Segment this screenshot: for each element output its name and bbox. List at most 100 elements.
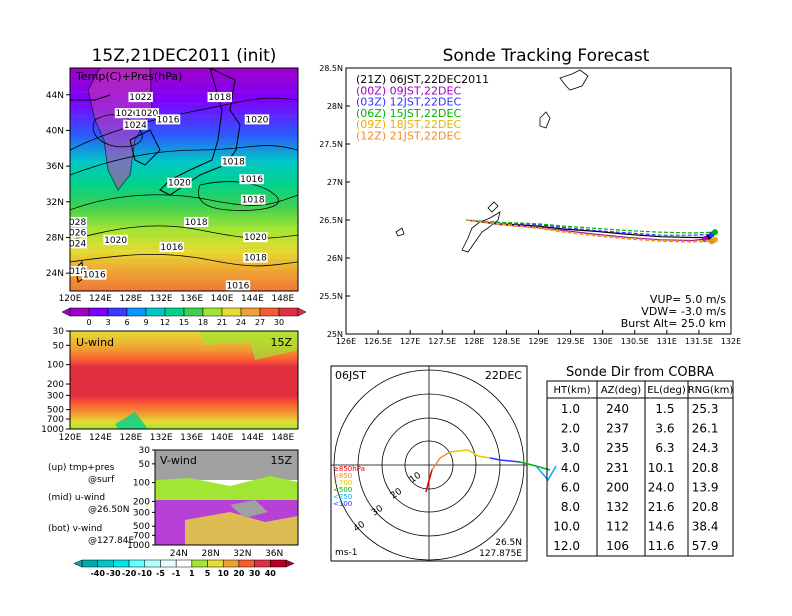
uwind-lon-label: 140E bbox=[211, 433, 234, 443]
table-cell: 106 bbox=[606, 539, 629, 553]
isobar-label: 1020 bbox=[244, 233, 267, 243]
table-row: 6.0 200 24.0 13.9 bbox=[561, 480, 719, 494]
wind-colorbar-label: 10 bbox=[218, 569, 230, 578]
colorbar-label: 30 bbox=[274, 318, 284, 327]
track-x-tick-label: 130.5E bbox=[621, 337, 649, 346]
note-mid-level: @26.50N bbox=[88, 505, 130, 515]
colorbar-label: 9 bbox=[143, 318, 148, 327]
isobar-label-bg bbox=[114, 108, 140, 119]
track-legend: (21Z) 06JST,22DEC2011(00Z) 09JST,22DEC(0… bbox=[356, 73, 489, 143]
wind-colorbar-label: -30 bbox=[106, 569, 121, 578]
colorbar-swatch bbox=[202, 307, 223, 317]
sonde-direction-table: Sonde Dir from COBRA HT(km) AZ(deg) EL(deg… bbox=[546, 365, 734, 557]
table-cell: 20.8 bbox=[692, 461, 719, 475]
isobar-label: 1020 bbox=[135, 109, 158, 119]
isobar-labels: 1022 101810261020101610241020101810161020… bbox=[68, 92, 270, 291]
table-row: 2.0 237 3.6 26.1 bbox=[561, 422, 719, 436]
table-cell: 6.0 bbox=[561, 480, 580, 494]
uwind-lon-ticks: 120E 124E 128E 132E 136E 140E 144E 148E bbox=[59, 433, 295, 443]
table-cell: 240 bbox=[606, 402, 629, 416]
map-lon-tick-label: 144E bbox=[241, 294, 264, 304]
track-x-tick-label: 127E bbox=[400, 337, 420, 346]
vwind-region-upper bbox=[155, 450, 298, 480]
vwind-lat-label: 36N bbox=[265, 549, 283, 559]
uwind-lon-label: 136E bbox=[180, 433, 203, 443]
table-cell: 10.0 bbox=[553, 520, 580, 534]
map-frame bbox=[69, 67, 299, 292]
isobar-label: 1022 bbox=[129, 93, 152, 103]
table-row: 4.0 231 10.1 20.8 bbox=[561, 461, 719, 475]
isobar-label: 028 bbox=[69, 218, 86, 228]
colorbar-swatch bbox=[221, 307, 242, 317]
polar-legend-entry: <100 bbox=[333, 500, 352, 508]
map-lat-tick-label: 32N bbox=[46, 198, 64, 208]
vwind-pressure-label: 200 bbox=[133, 497, 150, 507]
wind-colorbar-label: 30 bbox=[249, 569, 261, 578]
colorbar-swatch bbox=[183, 307, 204, 317]
table-cell: 10.1 bbox=[648, 461, 675, 475]
isobar-label: 1016 bbox=[240, 175, 263, 185]
vwind-time: 15Z bbox=[270, 454, 292, 467]
isobar-label-bg bbox=[207, 92, 232, 103]
map-lat-tick-label: 36N bbox=[46, 162, 64, 172]
isobar-label: 1016 bbox=[160, 243, 183, 253]
table-cell: 3.0 bbox=[561, 441, 580, 455]
table-cell: 20.8 bbox=[692, 500, 719, 514]
wind-colorbar-swatch bbox=[191, 559, 208, 568]
isobar-label: 1018 bbox=[222, 157, 245, 167]
track-y-tick-label: 28.5N bbox=[319, 64, 343, 73]
wind-colorbar-arrow-right bbox=[285, 559, 295, 568]
colorbar-label: 21 bbox=[217, 318, 227, 327]
track-legend-entry: (03Z) 12JST,22DEC bbox=[356, 96, 461, 109]
wind-colorbar-label: 5 bbox=[205, 569, 211, 578]
track-legend-entry: (00Z) 09JST,22DEC bbox=[356, 84, 461, 97]
vwind-lat-label: 28N bbox=[202, 549, 220, 559]
temperature-map: 1022 101810261020101610241020101810161020… bbox=[46, 67, 299, 304]
colorbar-swatch bbox=[107, 307, 128, 317]
map-lat-tick-label: 24N bbox=[46, 269, 64, 279]
table-cell: 13.9 bbox=[692, 480, 719, 494]
uwind-lon-label: 144E bbox=[241, 433, 264, 443]
uwind-pressure-label: 1000 bbox=[41, 425, 64, 435]
isobar-label-bg bbox=[68, 238, 87, 249]
track-line bbox=[466, 219, 706, 242]
isobar-label: 1018 bbox=[244, 254, 267, 264]
track-line bbox=[466, 219, 712, 243]
isobar-label-bg bbox=[244, 114, 270, 125]
wind-colorbar-swatch bbox=[238, 559, 255, 568]
polar-date: 22DEC bbox=[485, 369, 522, 382]
isobar-label: 1016 bbox=[227, 281, 250, 291]
map-lon-tick-label: 132E bbox=[150, 294, 173, 304]
table-header-cell: EL(deg) bbox=[647, 385, 686, 396]
vwind-lat-label: 24N bbox=[170, 549, 188, 559]
track-y-tick-label: 28N bbox=[327, 102, 343, 111]
vwind-pressure-label: 50 bbox=[139, 460, 151, 470]
note-up-level: @surf bbox=[88, 475, 115, 485]
track-endpoint bbox=[708, 238, 715, 245]
track-map: 126E 126.5E 127E 127.5E 128E 128.5E 129E 129.5E… bbox=[319, 64, 741, 346]
colorbar-swatch bbox=[278, 307, 299, 317]
isobar-label-bg bbox=[159, 241, 185, 252]
note-mid: (mid) u-wind bbox=[48, 493, 105, 503]
table-header-cell: RNG(km) bbox=[688, 385, 734, 396]
map-lat-tick-label: 44N bbox=[46, 91, 64, 101]
table-cell: 11.6 bbox=[648, 539, 675, 553]
polar-lon: 127.875E bbox=[479, 549, 522, 559]
uwind-lon-label: 128E bbox=[119, 433, 142, 443]
vwind-pressure-label: 700 bbox=[133, 531, 150, 541]
track-legend-entry: (12Z) 21JST,22DEC bbox=[356, 130, 461, 143]
isobar-label-bg bbox=[82, 269, 107, 280]
colorbar-swatch bbox=[259, 307, 280, 317]
wind-colorbar-label: 20 bbox=[233, 569, 245, 578]
uwind-lon-label: 148E bbox=[271, 433, 294, 443]
track-x-tick-label: 132E bbox=[721, 337, 741, 346]
track-y-tick-label: 25N bbox=[327, 330, 343, 339]
track-x-tick-label: 129E bbox=[528, 337, 548, 346]
map-lon-tick-label: 120E bbox=[59, 294, 82, 304]
wind-colorbar-swatch bbox=[270, 559, 287, 568]
polar-legend-entry: <500 bbox=[333, 486, 352, 494]
uwind-pressure-label: 50 bbox=[53, 341, 65, 351]
wind-colorbar-swatch bbox=[128, 559, 146, 568]
vwind-frame bbox=[154, 449, 299, 546]
